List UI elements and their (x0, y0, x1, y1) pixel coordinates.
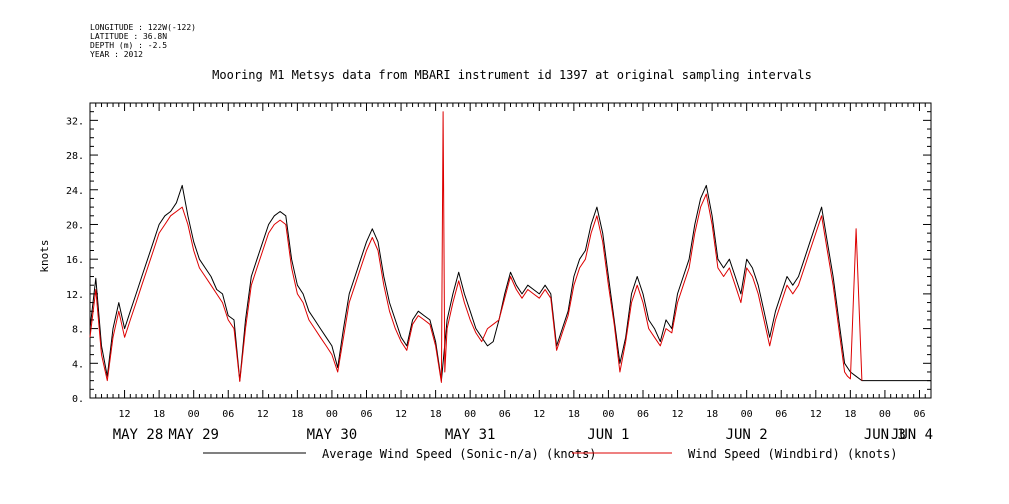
x-tick-label: 00 (464, 409, 476, 420)
date-label: MAY 29 (168, 427, 219, 443)
legend: Average Wind Speed (Sonic-n/a) (knots) W… (203, 447, 898, 461)
x-tick-label: 00 (879, 409, 891, 420)
y-tick-label: 4. (72, 359, 84, 370)
x-tick-label: 06 (913, 409, 925, 420)
legend-label-average-wind: Average Wind Speed (Sonic-n/a) (knots) (322, 447, 597, 461)
x-tick-label: 12 (119, 409, 131, 420)
date-label: JUN 2 (726, 427, 768, 443)
latitude-label: LATITUDE : 36.8N (90, 32, 167, 41)
y-tick-label: 12. (66, 290, 84, 301)
year-label: YEAR : 2012 (90, 50, 143, 59)
date-label: JUN 4 (891, 427, 933, 443)
date-label: MAY 31 (445, 427, 496, 443)
x-tick-label: 18 (706, 409, 718, 420)
y-tick-label: 24. (66, 186, 84, 197)
x-tick-label: 06 (637, 409, 649, 420)
y-tick-label: 32. (66, 116, 84, 127)
x-axis: 12 18 00 06 12 18 00 06 12 18 00 06 12 18 00 06 12 18 00 06… (89, 103, 932, 420)
date-label: MAY 30 (307, 427, 358, 443)
series-layer (89, 111, 931, 383)
x-tick-label: 18 (568, 409, 580, 420)
x-tick-label: 06 (499, 409, 511, 420)
x-tick-label: 18 (153, 409, 165, 420)
y-axis-label: knots (38, 239, 51, 272)
chart-title: Mooring M1 Metsys data from MBARI instru… (212, 68, 812, 82)
x-tick-label: 00 (326, 409, 338, 420)
y-axis: 0. 4. 8. 12. 16. 20. 24. 28. 32. (66, 102, 931, 405)
y-tick-label: 28. (66, 151, 84, 162)
metadata-block: LONGITUDE : 122W(-122) LATITUDE : 36.8N … (90, 23, 196, 59)
x-tick-label: 18 (844, 409, 856, 420)
series-line-average-wind (89, 184, 931, 382)
longitude-label: LONGITUDE : 122W(-122) (90, 23, 196, 32)
x-tick-label: 00 (741, 409, 753, 420)
date-label: JUN 3 (864, 427, 906, 443)
x-tick-label: 06 (775, 409, 787, 420)
x-tick-label: 12 (672, 409, 684, 420)
x-tick-label: 06 (222, 409, 234, 420)
legend-label-windbird: Wind Speed (Windbird) (knots) (688, 447, 898, 461)
date-label: MAY 28 (113, 427, 164, 443)
x-tick-label: 00 (188, 409, 200, 420)
x-tick-label: 18 (291, 409, 303, 420)
date-labels: MAY 28 MAY 29 MAY 30 MAY 31 JUN 1 JUN 2 JUN 3J… (113, 427, 933, 443)
y-tick-label: 0. (72, 394, 84, 405)
y-tick-label: 20. (66, 220, 84, 231)
y-tick-label: 16. (66, 255, 84, 266)
x-tick-label: 06 (360, 409, 372, 420)
plot-frame (89, 102, 932, 399)
x-tick-label: 12 (533, 409, 545, 420)
y-tick-label: 8. (72, 325, 84, 336)
depth-label: DEPTH (m) : -2.5 (90, 41, 167, 50)
series-line-windbird (89, 111, 863, 383)
x-tick-label: 18 (430, 409, 442, 420)
x-tick-label: 12 (395, 409, 407, 420)
date-label: JUN 1 (587, 427, 629, 443)
x-tick-label: 12 (810, 409, 822, 420)
x-tick-label: 00 (602, 409, 614, 420)
x-tick-label: 12 (257, 409, 269, 420)
